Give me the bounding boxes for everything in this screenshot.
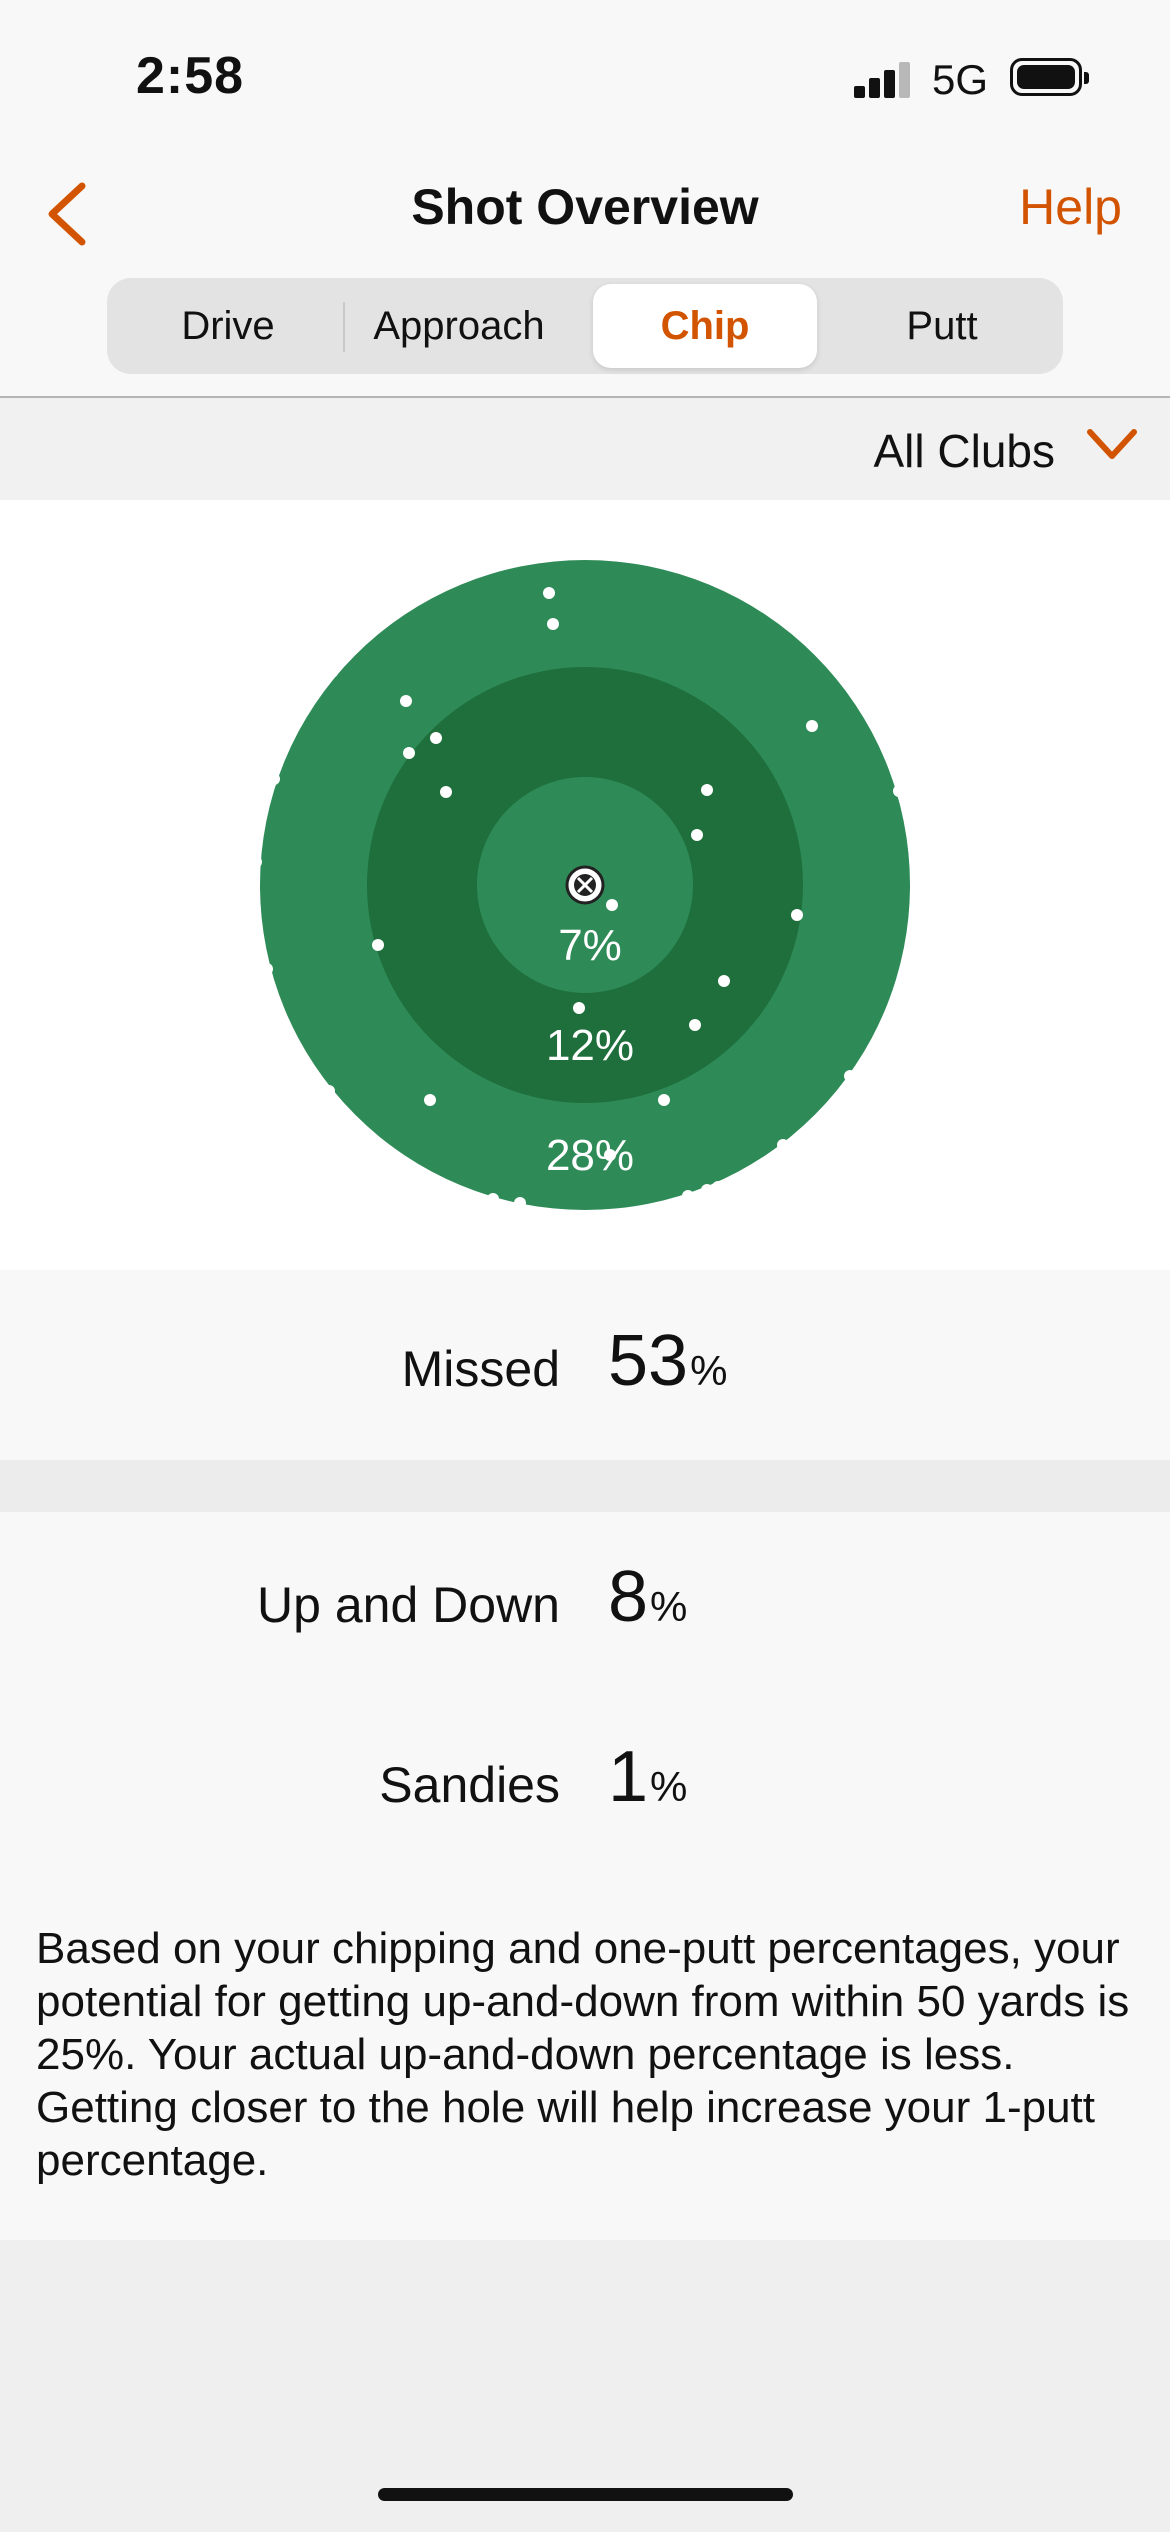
shot-marker	[440, 786, 452, 798]
status-bar: 2:58 5G	[0, 0, 1170, 150]
missed-value: 53%	[608, 1320, 727, 1402]
home-indicator[interactable]	[378, 2488, 793, 2501]
missed-number: 53	[608, 1321, 689, 1401]
shot-marker	[701, 1184, 713, 1196]
shot-marker	[718, 975, 730, 987]
inner-ring-percentage: 7%	[558, 921, 622, 970]
segment-divider	[343, 302, 345, 352]
shot-marker	[604, 1149, 616, 1161]
shot-marker	[261, 963, 273, 975]
performance-description: Based on your chipping and one-putt perc…	[36, 1924, 1130, 2185]
cellular-signal-icon	[854, 58, 914, 98]
shot-marker	[250, 856, 262, 868]
club-filter[interactable]: All Clubs	[0, 398, 1170, 500]
up-and-down-value: 8%	[608, 1556, 687, 1638]
shot-type-segmented-control: Drive Approach Chip Putt	[107, 278, 1063, 374]
hole-flag-icon	[565, 865, 605, 905]
shot-marker	[777, 1139, 789, 1151]
outer-ring-percentage: 28%	[546, 1131, 634, 1180]
chevron-left-icon	[48, 182, 86, 246]
shot-marker	[712, 1181, 724, 1193]
shot-marker	[844, 1070, 856, 1082]
shot-markers	[250, 587, 905, 1209]
tab-chip[interactable]: Chip	[593, 284, 817, 368]
sandies-label: Sandies	[379, 1757, 560, 1813]
shot-marker	[372, 939, 384, 951]
back-button[interactable]	[40, 172, 100, 252]
shot-marker	[806, 720, 818, 732]
shot-marker	[323, 1085, 335, 1097]
shot-marker	[791, 909, 803, 921]
shot-marker	[268, 773, 280, 785]
short-game-stats: Up and Down 8% Sandies 1% Based on your …	[0, 1512, 1170, 2240]
shot-marker	[682, 1190, 694, 1202]
shot-marker	[514, 1197, 526, 1209]
status-time: 2:58	[136, 47, 245, 105]
shot-marker	[400, 695, 412, 707]
shot-marker	[691, 829, 703, 841]
middle-ring-percentage: 12%	[546, 1021, 634, 1070]
shot-marker	[403, 747, 415, 759]
sandies-number: 1	[608, 1737, 649, 1817]
shot-marker	[573, 1002, 585, 1014]
navigation-bar: Shot Overview Help Drive Approach Chip P…	[0, 150, 1170, 398]
chevron-down-icon[interactable]	[1084, 424, 1140, 464]
chip-target-chart: 7% 12% 28%	[250, 560, 910, 1210]
tab-drive[interactable]: Drive	[181, 304, 275, 348]
sandies-unit: %	[650, 1763, 688, 1810]
up-and-down-number: 8	[608, 1557, 649, 1637]
missed-unit: %	[690, 1347, 728, 1394]
chip-target-area: 7% 12% 28%	[0, 500, 1170, 1270]
missed-stat-row: Missed 53%	[0, 1270, 1170, 1460]
tab-approach[interactable]: Approach	[373, 304, 545, 348]
shot-marker	[893, 785, 905, 797]
battery-icon	[1010, 58, 1089, 96]
shot-marker	[487, 1193, 499, 1205]
shot-marker	[547, 618, 559, 630]
tab-putt[interactable]: Putt	[906, 304, 978, 348]
shot-marker	[543, 587, 555, 599]
shot-marker	[326, 666, 338, 678]
shot-marker	[424, 1094, 436, 1106]
shot-marker	[689, 1019, 701, 1031]
section-divider	[0, 1460, 1170, 1512]
help-button[interactable]: Help	[1019, 179, 1122, 235]
shot-marker	[430, 732, 442, 744]
up-and-down-unit: %	[650, 1583, 688, 1630]
shot-marker	[701, 784, 713, 796]
club-filter-label: All Clubs	[873, 425, 1055, 477]
network-type: 5G	[932, 56, 989, 103]
page-title: Shot Overview	[411, 179, 759, 235]
shot-marker	[606, 899, 618, 911]
up-and-down-label: Up and Down	[257, 1577, 560, 1633]
missed-label: Missed	[401, 1341, 560, 1397]
sandies-value: 1%	[608, 1736, 687, 1818]
shot-marker	[658, 1094, 670, 1106]
